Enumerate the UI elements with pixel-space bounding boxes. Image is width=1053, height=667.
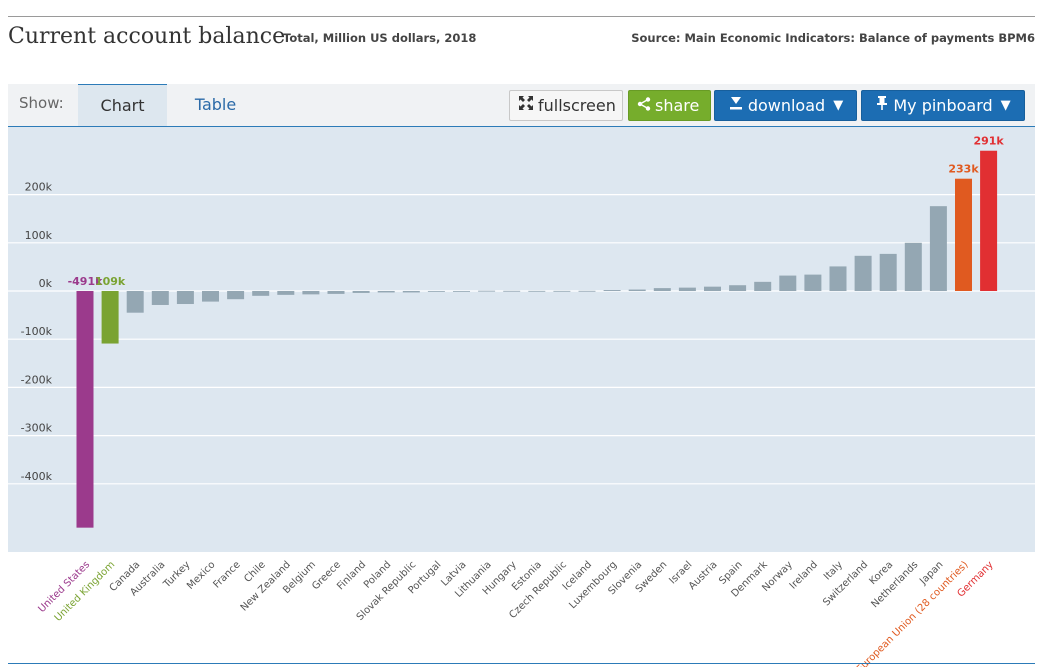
- bar[interactable]: [478, 290, 496, 292]
- bar[interactable]: [704, 286, 721, 291]
- bar[interactable]: [879, 253, 897, 291]
- y-tick-label: -400k: [21, 470, 53, 483]
- fullscreen-label: fullscreen: [538, 96, 616, 115]
- y-tick-label: -300k: [21, 422, 53, 435]
- bar[interactable]: [302, 291, 320, 295]
- show-label: Show:: [19, 94, 64, 112]
- bar[interactable]: [804, 274, 822, 291]
- bar[interactable]: [202, 291, 219, 302]
- bar[interactable]: [377, 291, 395, 293]
- tab-chart[interactable]: Chart: [78, 84, 167, 126]
- data-label: 291k: [973, 135, 1004, 148]
- bar[interactable]: [453, 291, 470, 292]
- bar[interactable]: [678, 287, 696, 291]
- bar[interactable]: [603, 290, 621, 291]
- chevron-down-icon: ▼: [833, 98, 844, 113]
- bar[interactable]: [578, 290, 596, 292]
- share-button[interactable]: share: [628, 90, 711, 121]
- bar[interactable]: [628, 289, 646, 291]
- bar[interactable]: [503, 290, 521, 292]
- bar[interactable]: [252, 291, 270, 296]
- share-label: share: [655, 96, 700, 115]
- chevron-down-icon: ▼: [1000, 98, 1011, 113]
- data-label: 233k: [948, 163, 979, 176]
- bottom-divider: [8, 663, 1035, 664]
- share-icon: [637, 91, 651, 120]
- bar[interactable]: [754, 281, 772, 291]
- bar[interactable]: [227, 291, 245, 300]
- bar[interactable]: [779, 275, 797, 291]
- data-label: -491k: [68, 275, 104, 288]
- pin-icon: [875, 91, 889, 120]
- download-icon: [728, 91, 744, 120]
- bar[interactable]: [151, 291, 169, 305]
- bar[interactable]: [76, 291, 94, 528]
- x-tick-label: Ireland: [788, 559, 820, 591]
- toolbar: Show: Chart Table fullscreen share: [8, 84, 1035, 127]
- bar[interactable]: [277, 291, 295, 295]
- fullscreen-button[interactable]: fullscreen: [509, 90, 623, 121]
- bar[interactable]: [402, 291, 420, 293]
- x-tick-label: Mexico: [185, 559, 217, 591]
- y-tick-label: 100k: [25, 229, 53, 242]
- y-tick-label: -100k: [21, 325, 53, 338]
- bar[interactable]: [352, 291, 370, 293]
- pinboard-button[interactable]: My pinboard ▼: [861, 90, 1025, 121]
- bar[interactable]: [101, 291, 119, 344]
- bar[interactable]: [427, 291, 445, 292]
- bar[interactable]: [854, 255, 872, 291]
- x-tick-label: Austria: [687, 559, 720, 592]
- page-title: Current account balance: [8, 24, 286, 49]
- y-tick-label: 0k: [39, 277, 53, 290]
- bar[interactable]: [528, 290, 546, 292]
- y-tick-label: 200k: [25, 181, 53, 194]
- bar[interactable]: [929, 206, 947, 291]
- bar[interactable]: [729, 285, 747, 291]
- bar[interactable]: [553, 290, 571, 292]
- download-label: download: [747, 96, 826, 115]
- bar[interactable]: [653, 288, 671, 291]
- x-tick-label: France: [211, 559, 242, 590]
- tab-table[interactable]: Table: [194, 95, 237, 114]
- expand-icon: [518, 91, 534, 120]
- x-tick-label: Switzerland: [821, 559, 870, 608]
- bar[interactable]: [904, 242, 922, 291]
- y-tick-label: -200k: [21, 373, 53, 386]
- bar[interactable]: [327, 291, 345, 294]
- bar[interactable]: [955, 178, 972, 291]
- bar[interactable]: [980, 150, 998, 291]
- bar[interactable]: [126, 291, 144, 313]
- source-link[interactable]: Source: Main Economic Indicators: Balanc…: [631, 31, 1035, 45]
- pinboard-label: My pinboard: [893, 96, 993, 115]
- page-subtitle: Total, Million US dollars, 2018: [283, 31, 477, 45]
- download-button[interactable]: download ▼: [714, 90, 857, 121]
- data-label: 109k: [95, 275, 126, 288]
- bar[interactable]: [829, 266, 847, 291]
- top-divider: [8, 16, 1035, 17]
- bar[interactable]: [176, 291, 194, 305]
